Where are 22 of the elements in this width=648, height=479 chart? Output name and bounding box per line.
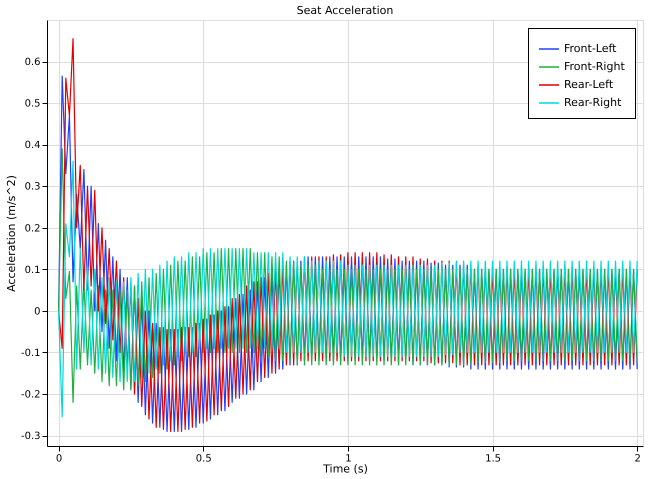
y-tick-label: 0.2 [24,223,40,234]
y-axis-title: Acceleration (m/s^2) [4,175,18,292]
legend-label: Front-Left [564,42,618,55]
x-axis-title: Time (s) [322,462,368,476]
y-tick-label: 0.5 [24,98,40,110]
y-tick-label: 0.4 [24,140,40,152]
legend-label: Rear-Right [564,96,622,109]
x-tick-label: 0.5 [196,454,212,464]
chart-title: Seat Acceleration [296,4,394,17]
y-tick-label: 0.1 [24,264,40,276]
y-tick-label: -0.3 [20,431,40,442]
y-tick-label: -0.2 [20,390,40,401]
x-tick-label: 1.5 [485,454,502,464]
legend-label: Rear-Left [564,78,614,91]
x-tick-label: 1 [345,454,352,464]
x-tick-label: 2 [634,454,641,464]
legend-label: Front-Right [564,60,626,73]
y-tick-label: 0.6 [24,57,40,68]
y-tick-label: 0 [34,306,40,318]
y-tick-label: -0.1 [20,348,40,359]
x-tick-label: 0 [56,454,62,464]
y-tick-label: 0.3 [24,182,40,193]
